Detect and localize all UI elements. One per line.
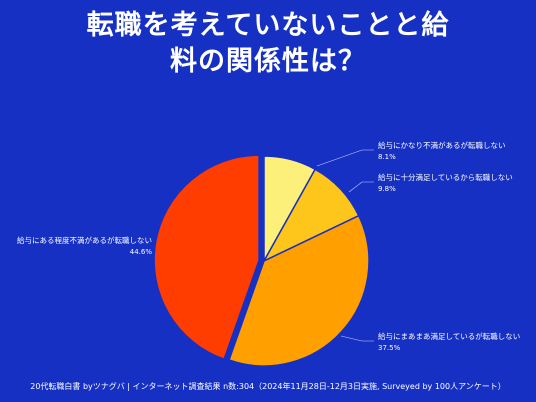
chart-title: 転職を考えていないことと給 料の関係性は？ bbox=[0, 8, 536, 80]
leader-line-3 bbox=[340, 335, 374, 342]
slice-percent-1: 8.1% bbox=[378, 153, 396, 161]
slice-label-1: 給与にかなり不満があるが転職しない bbox=[378, 140, 506, 150]
pie-slice-4 bbox=[153, 154, 260, 361]
slice-percent-4: 44.6% bbox=[130, 248, 153, 256]
slice-label-2: 給与に十分満足しているから転職しない bbox=[378, 172, 513, 182]
leader-line-2 bbox=[348, 181, 374, 193]
slice-label-4: 給与にある程度不満があるが転職しない bbox=[17, 235, 152, 245]
slice-percent-2: 9.8% bbox=[378, 185, 396, 193]
chart-title-line-2: 料の関係性は？ bbox=[170, 46, 366, 77]
slice-percent-3: 37.5% bbox=[378, 344, 401, 352]
leader-line-1 bbox=[316, 149, 374, 167]
footer-source: 20代転職白書 byツナグバ | インターネット調査結果 n数:304（2024… bbox=[30, 382, 506, 391]
slice-label-3: 給与にまあまあ満足しているが転職しない bbox=[378, 331, 520, 341]
pie-slice-3 bbox=[228, 214, 370, 367]
chart-title-line-1: 転職を考えていないことと給 bbox=[86, 10, 450, 41]
pie-slices bbox=[153, 154, 370, 367]
slice-labels: 給与にかなり不満があるが転職しない 8.1% 給与に十分満足しているから転職しない 9… bbox=[17, 140, 520, 352]
leader-lines bbox=[316, 149, 374, 342]
